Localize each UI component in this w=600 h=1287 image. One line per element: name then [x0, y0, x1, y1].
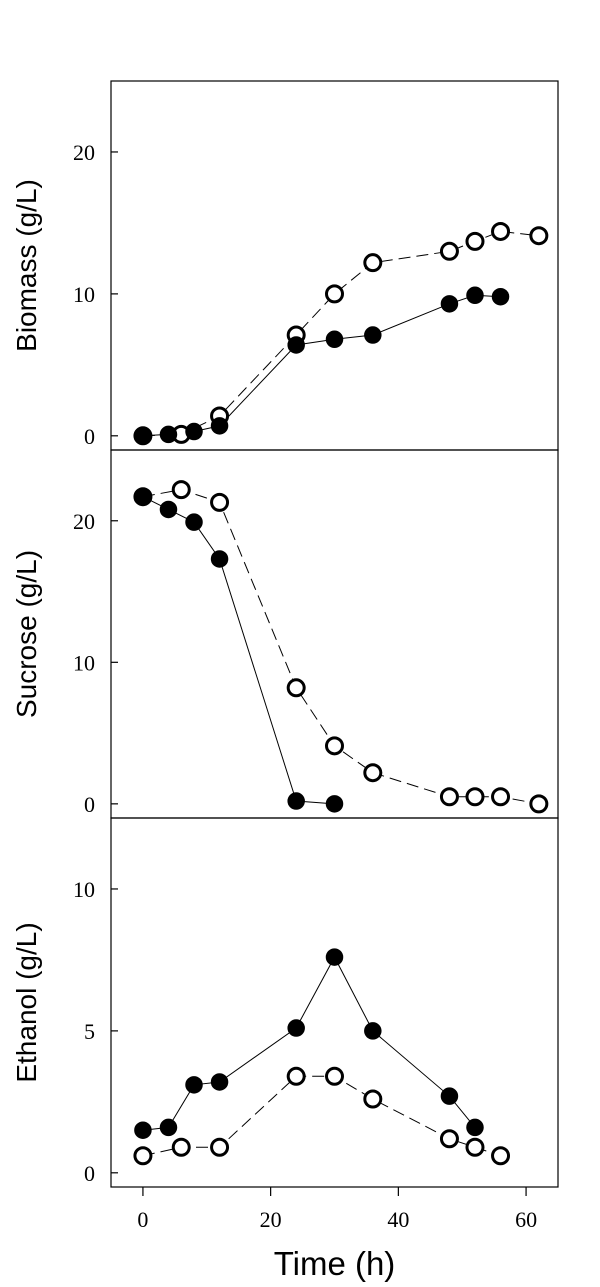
y-tick-label: 0	[84, 1161, 95, 1186]
ethanol-point-open	[439, 1129, 459, 1149]
biomass-point-filled	[325, 330, 344, 349]
biomass-point-filled	[440, 295, 459, 313]
x-tick-label: 40	[387, 1207, 409, 1232]
y-tick-label: 10	[73, 877, 95, 902]
ethanol-frame	[110, 817, 559, 1188]
y-tick-label: 10	[73, 282, 95, 307]
sucrose-point-filled	[134, 487, 152, 506]
ethanol-point-open	[491, 1146, 511, 1166]
y-tick-label: 10	[73, 650, 95, 675]
sucrose-point-open	[491, 787, 511, 807]
sucrose-point-open	[286, 678, 306, 698]
biomass-point-open	[325, 284, 344, 304]
ethanol-point-filled	[466, 1118, 484, 1137]
sucrose-point-filled	[159, 500, 178, 519]
sucrose-point-open	[171, 480, 191, 500]
ethanol-panel: 0 5 10 Ethanol (g/L) 0 20 40 60 Time (h)	[11, 817, 559, 1282]
sucrose-point-filled	[210, 550, 229, 568]
biomass-point-open	[439, 241, 459, 261]
biomass-point-filled	[134, 427, 152, 445]
y-tick-label: 20	[73, 509, 95, 534]
sucrose-point-open	[465, 787, 485, 807]
sucrose-point-filled	[325, 795, 344, 813]
biomass-series-filled-line	[142, 294, 501, 437]
biomass-point-filled	[364, 326, 382, 344]
sucrose-point-open	[439, 787, 459, 807]
ethanol-point-filled	[325, 948, 344, 966]
y-tick-label: 0	[84, 424, 95, 449]
biomass-y-axis-label: Biomass (g/L)	[11, 179, 42, 352]
ethanol-point-filled	[210, 1073, 229, 1091]
ethanol-point-open	[171, 1137, 191, 1157]
ethanol-point-open	[286, 1066, 306, 1086]
x-tick-label: 0	[137, 1207, 148, 1232]
sucrose-panel: 0 10 20 Sucrose (g/L)	[11, 449, 559, 819]
ethanol-y-axis-label: Ethanol (g/L)	[11, 922, 42, 1082]
sucrose-point-open	[363, 763, 383, 783]
x-tick-label: 60	[515, 1207, 537, 1232]
sucrose-point-open	[529, 794, 549, 814]
ethanol-series-filled-line	[142, 956, 476, 1131]
biomass-point-open	[363, 253, 383, 273]
biomass-frame	[110, 80, 559, 451]
biomass-point-filled	[185, 422, 203, 441]
sucrose-y-axis-label: Sucrose (g/L)	[11, 550, 42, 718]
biomass-point-filled	[491, 287, 510, 306]
sucrose-frame	[110, 449, 559, 819]
biomass-point-filled	[159, 425, 178, 444]
x-axis-label: Time (h)	[274, 1245, 396, 1282]
sucrose-series-open-line	[142, 489, 539, 805]
biomass-point-open	[491, 221, 511, 241]
biomass-point-open	[465, 231, 485, 251]
sucrose-series-filled-line	[142, 496, 335, 805]
sucrose-point-open	[325, 736, 344, 756]
ethanol-point-filled	[440, 1087, 459, 1105]
ethanol-point-open	[133, 1146, 153, 1166]
biomass-point-filled	[466, 286, 484, 305]
biomass-point-filled	[287, 336, 305, 354]
biomass-series-open-line	[142, 230, 539, 437]
y-tick-label: 0	[84, 792, 95, 817]
ethanol-point-open	[465, 1137, 485, 1157]
y-tick-label: 5	[84, 1019, 95, 1044]
ethanol-point-filled	[159, 1118, 178, 1137]
biomass-point-filled	[210, 417, 229, 435]
ethanol-point-filled	[185, 1076, 203, 1094]
ethanol-point-open	[325, 1066, 344, 1086]
ethanol-point-filled	[134, 1121, 152, 1139]
ethanol-point-filled	[364, 1022, 382, 1040]
x-tick-label: 20	[260, 1207, 282, 1232]
biomass-panel: 0 10 20 Biomass (g/L)	[11, 80, 559, 451]
biomass-point-open	[529, 226, 549, 246]
sucrose-point-open	[210, 492, 230, 512]
ethanol-point-open	[210, 1137, 230, 1157]
sucrose-point-filled	[287, 792, 305, 810]
ethanol-point-filled	[287, 1019, 305, 1037]
sucrose-point-filled	[185, 513, 203, 531]
ethanol-point-open	[363, 1089, 383, 1109]
y-tick-label: 20	[73, 140, 95, 165]
